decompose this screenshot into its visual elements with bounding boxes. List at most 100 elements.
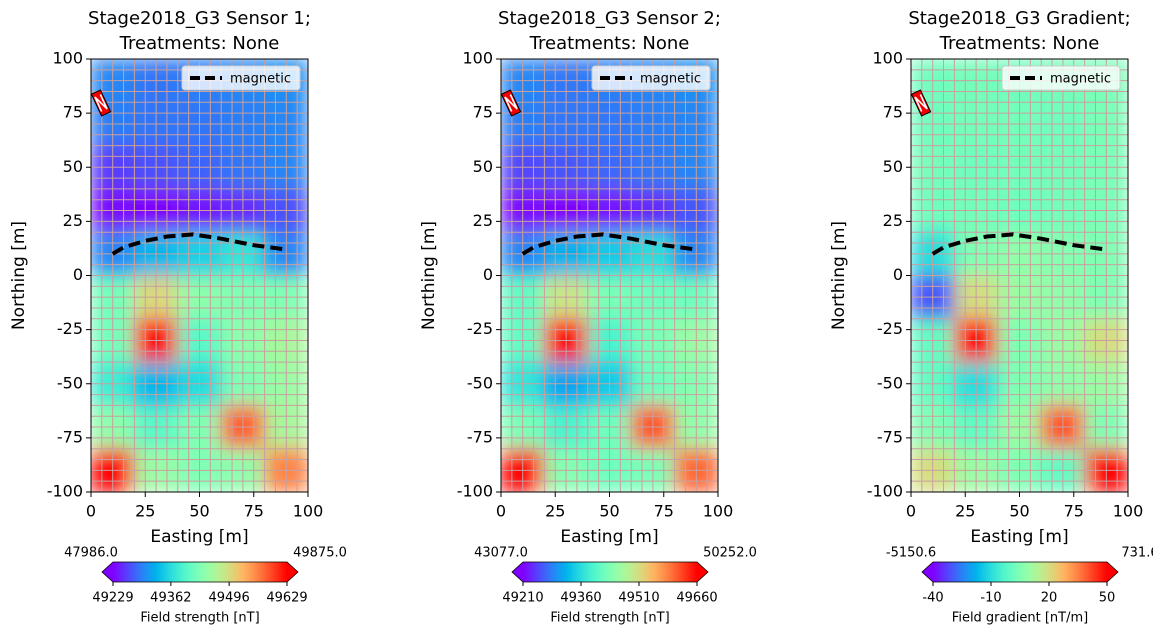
- panel: Stage2018_G3 Sensor 2; Treatments: None ma…: [419, 8, 757, 626]
- y-tick-label: 100: [462, 49, 493, 68]
- x-axis-label: Easting [m]: [970, 527, 1068, 547]
- y-tick-label: 50: [473, 157, 493, 176]
- colorbar-tick-label: 49360: [560, 591, 601, 606]
- y-tick-label: -25: [57, 319, 83, 338]
- north-arrow-n: [914, 94, 928, 112]
- colorbar-extend-low: [512, 562, 523, 582]
- chart-subtitle: Treatments: None: [939, 33, 1100, 54]
- legend-label: magnetic: [230, 72, 291, 87]
- x-tick-label: 0: [86, 502, 96, 521]
- colorbar-max-label: 731.6: [1121, 546, 1153, 561]
- colorbar-extend-high: [287, 562, 298, 582]
- y-tick-label: 25: [63, 211, 83, 230]
- y-tick-label: -100: [867, 482, 903, 501]
- legend-box: [1001, 65, 1121, 91]
- x-tick-label: 50: [189, 502, 209, 521]
- y-tick-label: 0: [893, 265, 903, 284]
- colorbar-tick-label: 20: [1041, 591, 1058, 606]
- x-tick-label: 50: [599, 502, 619, 521]
- panel: Stage2018_G3 Sensor 1; Treatments: None ma…: [9, 8, 347, 626]
- colorbar-extend-low: [102, 562, 113, 582]
- y-axis-label: Northing [m]: [419, 221, 439, 330]
- y-tick-label: -25: [877, 319, 903, 338]
- north-arrow-n: [504, 94, 518, 112]
- colorbar-label: Field strength [nT]: [140, 611, 259, 626]
- colorbar-tick-label: 49629: [266, 591, 307, 606]
- x-tick-label: 50: [1009, 502, 1029, 521]
- y-tick-label: -75: [877, 427, 903, 446]
- y-tick-label: 0: [73, 265, 83, 284]
- y-axis-label: Northing [m]: [9, 221, 29, 330]
- legend-label: magnetic: [1050, 72, 1111, 87]
- y-tick-label: -50: [877, 373, 903, 392]
- north-arrow: [90, 89, 112, 117]
- y-tick-label: 75: [473, 103, 493, 122]
- y-tick-label: -100: [457, 482, 493, 501]
- y-tick-label: -25: [467, 319, 493, 338]
- y-tick-label: -100: [47, 482, 83, 501]
- x-tick-label: 100: [1113, 502, 1144, 521]
- y-axis-label: Northing [m]: [829, 221, 849, 330]
- colorbar: [523, 562, 697, 582]
- colorbar-min-label: -5150.6: [886, 546, 936, 561]
- panel: Stage2018_G3 Gradient; Treatments: None ma…: [829, 8, 1153, 626]
- y-tick-label: 25: [473, 211, 493, 230]
- colorbar-tick-label: 49210: [502, 591, 543, 606]
- x-tick-label: 0: [496, 502, 506, 521]
- legend-box: [591, 65, 711, 91]
- y-tick-label: -50: [57, 373, 83, 392]
- y-tick-label: 0: [483, 265, 493, 284]
- colorbar-tick-label: 49510: [618, 591, 659, 606]
- y-tick-label: 100: [872, 49, 903, 68]
- x-tick-label: 100: [703, 502, 734, 521]
- y-tick-label: 75: [63, 103, 83, 122]
- chart-title: Stage2018_G3 Sensor 2;: [498, 8, 721, 29]
- colorbar-tick-label: 49229: [92, 591, 133, 606]
- y-tick-label: 25: [883, 211, 903, 230]
- north-arrow: [910, 89, 932, 117]
- colorbar: [933, 562, 1107, 582]
- colorbar-tick-label: 49496: [208, 591, 249, 606]
- north-arrow: [500, 89, 522, 117]
- x-tick-label: 100: [293, 502, 324, 521]
- colorbar-tick-label: -40: [922, 591, 943, 606]
- colorbar-label: Field gradient [nT/m]: [952, 611, 1088, 626]
- north-arrow-n: [94, 94, 108, 112]
- x-tick-label: 75: [654, 502, 674, 521]
- colorbar-max-label: 50252.0: [703, 546, 757, 561]
- y-tick-label: 50: [63, 157, 83, 176]
- x-tick-label: 25: [955, 502, 975, 521]
- chart-title: Stage2018_G3 Gradient;: [908, 8, 1130, 29]
- y-tick-label: -75: [467, 427, 493, 446]
- colorbar-extend-high: [697, 562, 708, 582]
- colorbar: [113, 562, 287, 582]
- colorbar-label: Field strength [nT]: [550, 611, 669, 626]
- x-tick-label: 75: [1064, 502, 1084, 521]
- y-tick-label: -50: [467, 373, 493, 392]
- x-tick-label: 25: [545, 502, 565, 521]
- x-axis-label: Easting [m]: [560, 527, 658, 547]
- y-tick-label: 100: [52, 49, 83, 68]
- y-tick-label: 50: [883, 157, 903, 176]
- chart-subtitle: Treatments: None: [119, 33, 280, 54]
- colorbar-tick-label: 50: [1099, 591, 1116, 606]
- colorbar-extend-high: [1107, 562, 1118, 582]
- chart-title: Stage2018_G3 Sensor 1;: [88, 8, 311, 29]
- y-tick-label: -75: [57, 427, 83, 446]
- colorbar-tick-label: -10: [980, 591, 1001, 606]
- x-tick-label: 25: [135, 502, 155, 521]
- colorbar-min-label: 43077.0: [474, 546, 528, 561]
- y-tick-label: 75: [883, 103, 903, 122]
- legend-label: magnetic: [640, 72, 701, 87]
- x-tick-label: 0: [906, 502, 916, 521]
- colorbar-tick-label: 49362: [150, 591, 191, 606]
- colorbar-max-label: 49875.0: [293, 546, 347, 561]
- colorbar-min-label: 47986.0: [64, 546, 118, 561]
- x-tick-label: 75: [244, 502, 264, 521]
- legend-box: [181, 65, 301, 91]
- colorbar-tick-label: 49660: [676, 591, 717, 606]
- x-axis-label: Easting [m]: [150, 527, 248, 547]
- colorbar-extend-low: [922, 562, 933, 582]
